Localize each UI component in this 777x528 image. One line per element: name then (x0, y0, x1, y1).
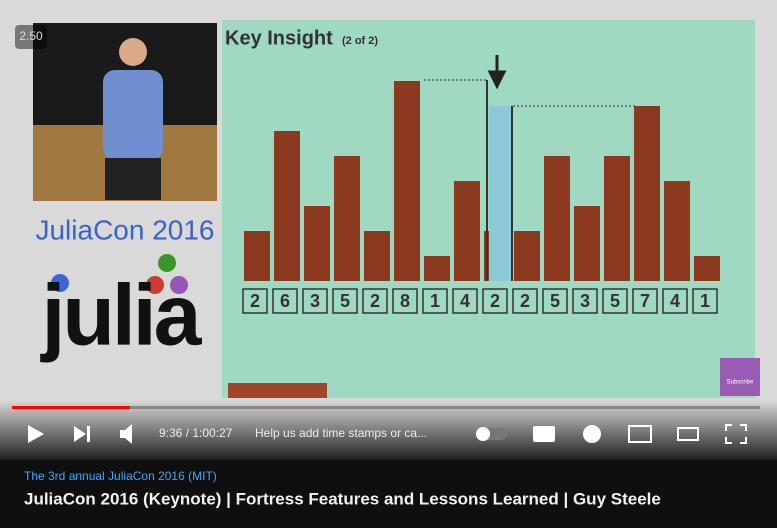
value-box (422, 288, 448, 314)
value-box (362, 288, 388, 314)
value-label: 8 (400, 291, 410, 311)
value-box (542, 288, 568, 314)
settings-button[interactable] (583, 425, 601, 443)
speaker-head (119, 38, 147, 66)
bar (604, 156, 630, 281)
bar (664, 181, 690, 281)
miniplayer-button[interactable] (628, 425, 652, 443)
speed: 2.50 (19, 29, 43, 43)
value-label: 7 (640, 291, 650, 311)
subscribe-button[interactable] (720, 358, 760, 396)
value-box (272, 288, 298, 314)
value-box (452, 288, 478, 314)
highlight (489, 106, 511, 281)
progress-played (12, 406, 130, 409)
bar (544, 156, 570, 281)
value-box (512, 288, 538, 314)
fullscreen-button[interactable] (725, 424, 747, 444)
value-label: 3 (580, 291, 590, 311)
bar (334, 156, 360, 281)
value-label: 5 (340, 291, 350, 311)
logo-dot (51, 274, 69, 292)
speaker-legs (105, 158, 161, 200)
bar (634, 106, 660, 281)
bar (304, 206, 330, 281)
speaker (103, 70, 163, 160)
bar (574, 206, 600, 281)
value-box (692, 288, 718, 314)
value-box (482, 288, 508, 314)
value-box (392, 288, 418, 314)
logo-dot (170, 276, 188, 294)
value-label: 5 (550, 291, 560, 311)
bar (364, 231, 390, 281)
captions-button[interactable] (533, 426, 555, 442)
value-label: 2 (370, 291, 380, 311)
value-label: 3 (310, 291, 320, 311)
logo: julia (39, 268, 202, 364)
bar (514, 231, 540, 281)
progress-track[interactable] (12, 406, 760, 409)
conference: JuliaCon 2016 (35, 214, 214, 245)
volume-button[interactable] (120, 424, 132, 444)
theater-button[interactable] (677, 427, 699, 441)
bar (394, 81, 420, 281)
speed-badge (15, 25, 47, 49)
value-label: 2 (520, 291, 530, 311)
slide-title: Key Insight (225, 27, 333, 49)
slide-footer (228, 383, 327, 398)
value-box (332, 288, 358, 314)
value-label: 1 (700, 291, 710, 311)
autoplay-knob (476, 427, 490, 441)
value-box (572, 288, 598, 314)
value-label: 6 (280, 291, 290, 311)
bar (694, 256, 720, 281)
bar (274, 131, 300, 281)
value-label: 5 (610, 291, 620, 311)
value-box (602, 288, 628, 314)
bar (244, 231, 270, 281)
bar (454, 181, 480, 281)
value-label: 2 (250, 291, 260, 311)
subscribe-label: Subscribe (727, 380, 754, 386)
play-button[interactable] (28, 425, 44, 443)
bar (424, 256, 450, 281)
slide-subtitle: (2 of 2) (342, 35, 378, 47)
value-box (662, 288, 688, 314)
logo-dot (146, 276, 164, 294)
value-label: 1 (430, 291, 440, 311)
chapter[interactable]: Help us add time stamps or ca... (255, 426, 427, 440)
time: 9:36 / 1:00:27 (159, 426, 233, 440)
arrow (487, 55, 507, 90)
value-box (302, 288, 328, 314)
description[interactable]: The 3rd annual JuliaCon 2016 (MIT) (24, 469, 217, 483)
logo-dot (158, 254, 176, 272)
value-box (242, 288, 268, 314)
value-label: 2 (490, 291, 500, 311)
value-label: 4 (460, 291, 470, 311)
value-label: 4 (670, 291, 680, 311)
next-button[interactable] (74, 426, 90, 442)
value-box (632, 288, 658, 314)
video-title: JuliaCon 2016 (Keynote) | Fortress Featu… (24, 489, 661, 508)
